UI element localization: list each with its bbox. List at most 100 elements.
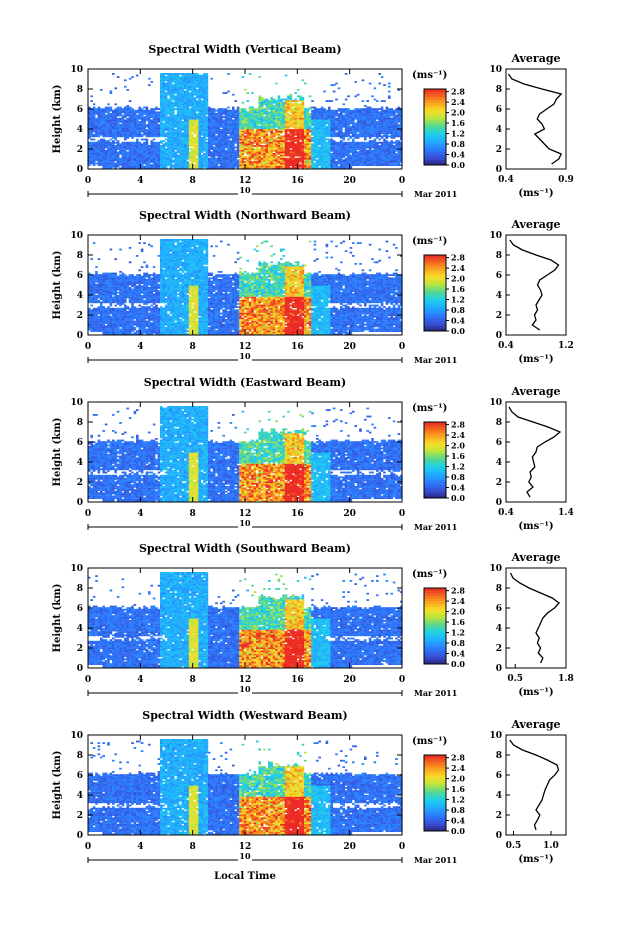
heatmap-cell bbox=[98, 148, 101, 150]
heatmap-cell bbox=[189, 100, 192, 102]
heatmap-cell bbox=[335, 126, 338, 128]
heatmap-cell bbox=[172, 147, 175, 149]
heatmap-cell bbox=[165, 99, 168, 101]
heatmap-cell bbox=[201, 166, 204, 168]
heatmap-cell bbox=[170, 126, 173, 128]
heatmap-cell bbox=[182, 129, 185, 131]
heatmap-cell bbox=[198, 118, 201, 120]
heatmap-cell bbox=[134, 163, 137, 165]
heatmap-cell bbox=[225, 145, 228, 147]
heatmap-cell bbox=[100, 89, 103, 91]
heatmap-cell bbox=[258, 159, 261, 161]
heatmap-cell bbox=[179, 131, 182, 133]
heatmap-cell bbox=[134, 142, 137, 144]
heatmap-cell bbox=[162, 164, 165, 166]
heatmap-cell bbox=[150, 81, 153, 83]
heatmap-cell bbox=[287, 107, 290, 109]
heatmap-cell bbox=[299, 113, 302, 115]
heatmap-cell bbox=[309, 108, 312, 110]
heatmap-cell bbox=[268, 111, 271, 113]
heatmap-cell bbox=[335, 158, 338, 160]
heatmap-cell bbox=[114, 111, 117, 113]
heatmap-cell bbox=[100, 161, 103, 163]
heatmap-cell bbox=[323, 142, 326, 144]
heatmap-cell bbox=[239, 134, 242, 136]
heatmap-cell bbox=[342, 124, 345, 126]
heatmap-cell bbox=[321, 121, 324, 123]
heatmap-cell bbox=[290, 99, 293, 101]
heatmap-cell bbox=[95, 135, 98, 137]
heatmap-cell bbox=[333, 148, 336, 150]
heatmap-cell bbox=[165, 155, 168, 157]
heatmap-cell bbox=[150, 116, 153, 118]
heatmap-cell bbox=[294, 92, 297, 94]
heatmap-cell bbox=[309, 161, 312, 163]
heatmap-cell bbox=[122, 131, 125, 133]
heatmap-cell bbox=[107, 153, 110, 155]
heatmap-cell bbox=[278, 119, 281, 121]
heatmap-cell bbox=[330, 116, 333, 118]
heatmap-cell bbox=[266, 137, 269, 139]
heatmap-cell bbox=[246, 111, 249, 113]
heatmap-cell bbox=[172, 113, 175, 115]
heatmap-cell bbox=[282, 150, 285, 152]
heatmap-cell bbox=[242, 155, 245, 157]
heatmap-cell bbox=[318, 126, 321, 128]
heatmap-cell bbox=[167, 79, 170, 81]
heatmap-cell bbox=[225, 115, 228, 117]
heatmap-cell bbox=[186, 161, 189, 163]
heatmap-cell bbox=[266, 139, 269, 141]
heatmap-cell bbox=[177, 102, 180, 104]
heatmap-cell bbox=[191, 111, 194, 113]
heatmap-cell bbox=[182, 134, 185, 136]
heatmap-cell bbox=[177, 132, 180, 134]
heatmap-cell bbox=[333, 161, 336, 163]
heatmap-cell bbox=[208, 164, 211, 166]
heatmap-cell bbox=[196, 81, 199, 83]
heatmap-cell bbox=[98, 140, 101, 142]
heatmap-cell bbox=[342, 111, 345, 113]
heatmap-cell bbox=[158, 145, 161, 147]
heatmap-cell bbox=[194, 121, 197, 123]
heatmap-cell bbox=[290, 121, 293, 123]
heatmap-cell bbox=[162, 123, 165, 125]
heatmap-cell bbox=[330, 158, 333, 160]
heatmap-cell bbox=[194, 156, 197, 158]
heatmap-cell bbox=[251, 119, 254, 121]
heatmap-cell bbox=[150, 119, 153, 121]
heatmap-cell bbox=[330, 156, 333, 158]
heatmap-cell bbox=[306, 151, 309, 153]
heatmap-cell bbox=[333, 135, 336, 137]
heatmap-cell bbox=[263, 103, 266, 105]
heatmap-cell bbox=[184, 163, 187, 165]
heatmap-cell bbox=[206, 118, 209, 120]
heatmap-cell bbox=[122, 147, 125, 149]
heatmap-cell bbox=[141, 134, 144, 136]
heatmap-cell bbox=[126, 147, 129, 149]
heatmap-cell bbox=[189, 131, 192, 133]
heatmap-cell bbox=[117, 127, 120, 129]
heatmap-cell bbox=[302, 140, 305, 142]
heatmap-cell bbox=[100, 127, 103, 129]
heatmap-cell bbox=[232, 139, 235, 141]
heatmap-cell bbox=[222, 153, 225, 155]
heatmap-cell bbox=[160, 87, 163, 89]
heatmap-cell bbox=[287, 139, 290, 141]
heatmap-cell bbox=[242, 150, 245, 152]
heatmap-cell bbox=[102, 147, 105, 149]
heatmap-cell bbox=[198, 151, 201, 153]
heatmap-cell bbox=[323, 143, 326, 145]
heatmap-cell bbox=[182, 81, 185, 83]
heatmap-cell bbox=[287, 113, 290, 115]
heatmap-cell bbox=[172, 87, 175, 89]
heatmap-cell bbox=[172, 131, 175, 133]
heatmap-cell bbox=[254, 142, 257, 144]
heatmap-cell bbox=[242, 129, 245, 131]
heatmap-cell bbox=[232, 107, 235, 109]
heatmap-cell bbox=[249, 156, 252, 158]
heatmap-cell bbox=[210, 116, 213, 118]
heatmap-cell bbox=[278, 111, 281, 113]
heatmap-cell bbox=[282, 153, 285, 155]
heatmap-cell bbox=[246, 151, 249, 153]
heatmap-cell bbox=[280, 108, 283, 110]
